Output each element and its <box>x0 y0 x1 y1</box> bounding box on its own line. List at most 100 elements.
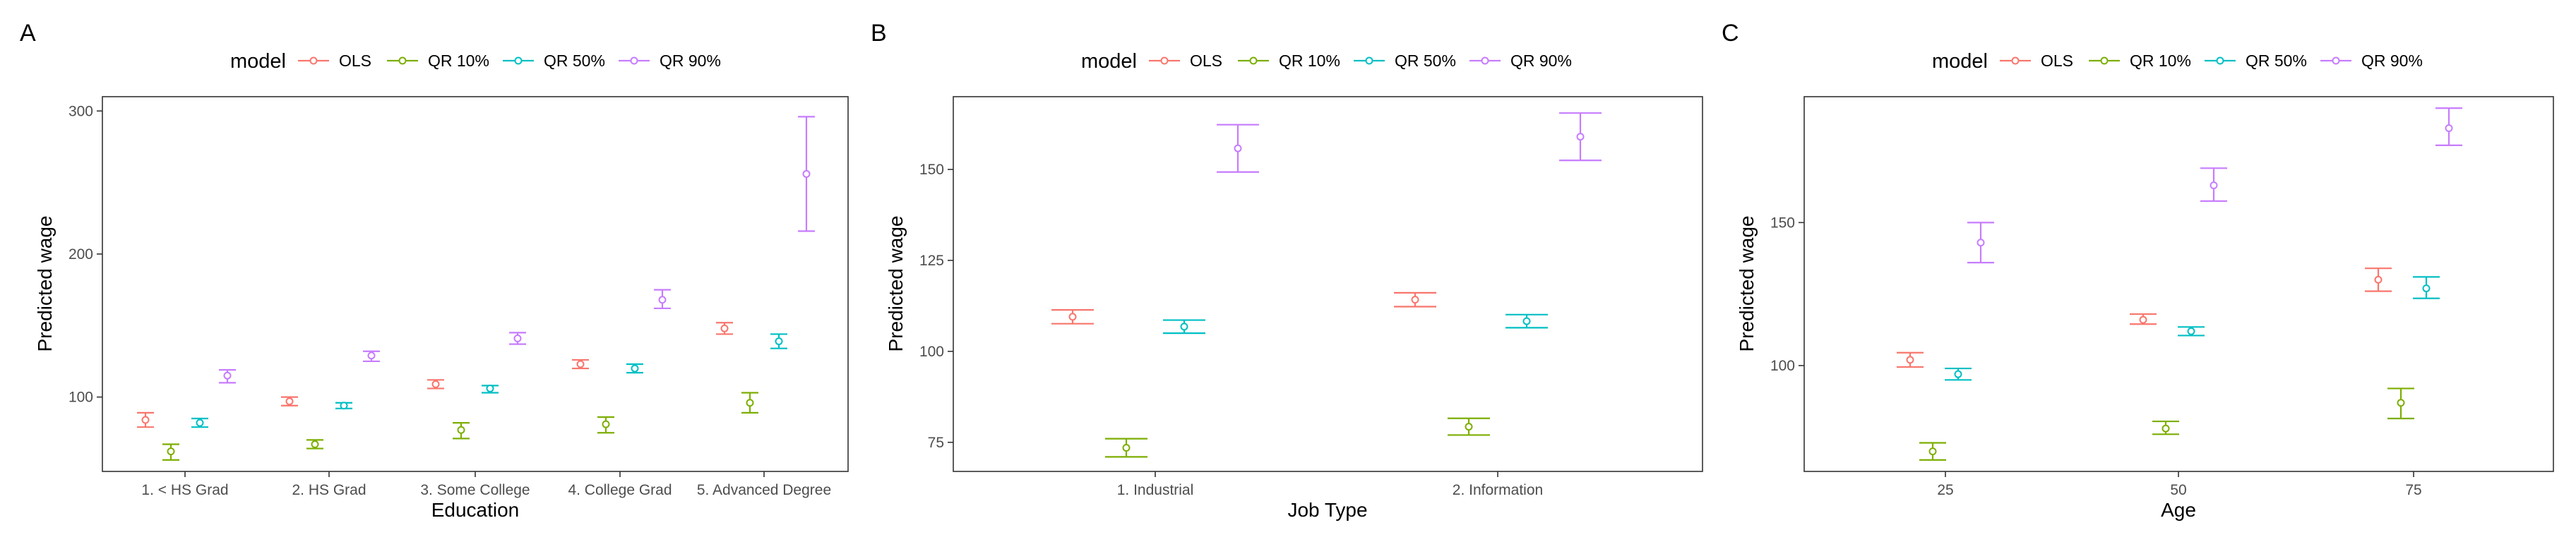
errorbar <box>1897 351 1924 368</box>
errorbar <box>2130 313 2157 325</box>
errorbar <box>626 363 643 374</box>
errorbar <box>363 350 380 363</box>
series-qr-50 <box>1163 313 1548 335</box>
point-estimate <box>1411 296 1419 304</box>
y-tick-label: 150 <box>919 162 944 178</box>
legend-label-qr10: QR 10% <box>2130 52 2191 70</box>
series-ols <box>1897 267 2392 368</box>
point-estimate <box>1180 323 1188 331</box>
point-estimate <box>2374 275 2383 284</box>
legend: model OLS QR 10% QR 50% QR 90% <box>230 50 721 73</box>
errorbar <box>191 417 208 428</box>
errorbar <box>1051 309 1094 325</box>
series-qr-90 <box>1967 107 2462 264</box>
errorbar <box>281 396 298 406</box>
series-qr-10 <box>1919 387 2414 461</box>
point-estimate <box>2187 327 2195 335</box>
series-ols <box>1051 291 1436 325</box>
errorbar <box>482 384 499 394</box>
point-estimate <box>1976 239 1985 247</box>
errorbar <box>137 411 154 428</box>
point-estimate <box>1522 317 1531 325</box>
point-estimate <box>367 351 376 360</box>
y-tick-label: 100 <box>68 390 93 406</box>
point-estimate <box>746 399 754 407</box>
errorbar <box>1105 438 1147 458</box>
point-estimate <box>285 397 294 406</box>
point-estimate <box>223 371 232 380</box>
x-tick-label: 75 <box>2405 482 2421 498</box>
point-estimate <box>1954 370 1962 378</box>
errorbar <box>2152 420 2179 435</box>
plot-marks: 100 150 25 50 75 <box>1770 107 2462 498</box>
point-estimate <box>457 426 465 434</box>
point-estimate <box>2445 124 2453 133</box>
legend-label-ols: OLS <box>1190 52 1222 70</box>
legend-label-qr50: QR 50% <box>544 52 605 70</box>
point-estimate <box>1068 313 1077 321</box>
plot-marks: 75 100 125 150 1. Industrial 2. Information <box>919 112 1602 498</box>
x-axis-title: Job Type <box>1287 499 1367 521</box>
panel-tag: A <box>20 20 36 47</box>
legend-key-qr10: QR 10% <box>2089 52 2191 70</box>
errorbar <box>427 379 444 390</box>
x-tick-label: 2. HS Grad <box>292 482 366 498</box>
y-tick-label: 75 <box>928 435 944 451</box>
legend-label-ols: OLS <box>2041 52 2073 70</box>
legend-key-qr50: QR 50% <box>2205 52 2307 70</box>
x-tick-label: 2. Information <box>1453 482 1543 498</box>
legend-key-qr50: QR 50% <box>1354 52 1456 70</box>
series-qr-10 <box>1105 417 1490 458</box>
series-qr-50 <box>1945 276 2440 381</box>
legend-key-ols: OLS <box>1149 52 1222 70</box>
errorbar <box>306 439 323 450</box>
legend-label-qr50: QR 50% <box>1395 52 1456 70</box>
x-axis-title: Age <box>2161 499 2196 521</box>
point-estimate <box>196 418 204 427</box>
legend-key-ols: OLS <box>298 52 371 70</box>
point-estimate <box>141 416 150 424</box>
x-tick-label: 25 <box>1937 482 1953 498</box>
point-estimate <box>720 324 729 332</box>
errorbar <box>1967 222 1994 264</box>
legend-label-qr90: QR 90% <box>660 52 721 70</box>
point-estimate <box>802 169 811 178</box>
x-axis-title: Education <box>431 499 520 521</box>
errorbar <box>716 322 733 335</box>
series-qr-50 <box>191 333 787 428</box>
y-tick-label: 125 <box>919 253 944 269</box>
legend-key-qr90: QR 90% <box>2320 52 2423 70</box>
x-tick-label: 50 <box>2170 482 2186 498</box>
x-tick-label: 3. Some College <box>420 482 530 498</box>
errorbar <box>2200 167 2227 203</box>
errorbar <box>2365 267 2392 292</box>
legend-title: model <box>1081 50 1137 73</box>
point-estimate <box>311 440 319 448</box>
series-qr-90 <box>1217 112 1602 173</box>
point-estimate <box>1122 443 1131 452</box>
plot-marks: 100 200 300 1. < HS Grad 2. HS Grad 3. Some C… <box>68 103 831 498</box>
errorbar <box>1559 112 1602 162</box>
point-estimate <box>431 380 440 388</box>
errorbar <box>2387 387 2414 420</box>
legend-key-qr50: QR 50% <box>503 52 605 70</box>
point-estimate <box>486 384 494 392</box>
x-tick-label: 1. < HS Grad <box>141 482 228 498</box>
errorbar <box>1217 124 1259 173</box>
panel-a: A model OLS QR 10% QR 50% QR 90% <box>20 20 849 521</box>
errorbar <box>2413 276 2440 299</box>
point-estimate <box>576 360 585 368</box>
legend-title: model <box>1932 50 1988 73</box>
point-estimate <box>2139 315 2147 324</box>
errorbar <box>770 333 787 349</box>
point-estimate <box>658 296 667 304</box>
errorbar <box>453 421 470 440</box>
legend-title: model <box>230 50 286 73</box>
y-tick-label: 300 <box>68 103 93 119</box>
x-tick-label: 5. Advanced Degree <box>697 482 831 498</box>
panel-tag: C <box>1722 20 1739 47</box>
panel-c: C model OLS QR 10% QR 50% QR 90% <box>1722 20 2554 521</box>
errorbar <box>1448 417 1490 436</box>
legend-key-ols: OLS <box>2000 52 2073 70</box>
